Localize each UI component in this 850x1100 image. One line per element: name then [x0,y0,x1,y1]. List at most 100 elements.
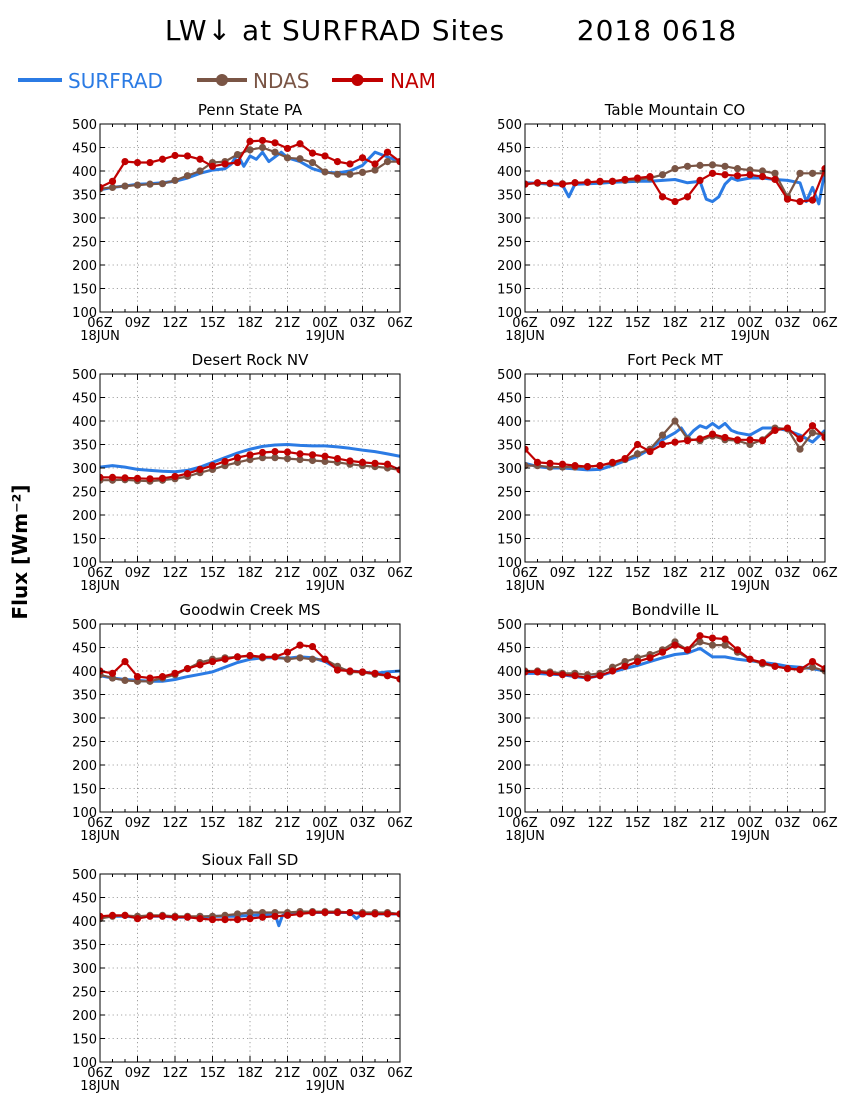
x-tick-label: 00Z [312,566,338,581]
date-label: 19JUN [305,329,345,344]
x-tick-label: 21Z [700,816,726,831]
point-ndas [633,450,642,458]
point-nam [333,455,342,463]
point-nam [396,675,400,683]
point-nam [533,179,542,187]
x-tick-label: 03Z [350,316,376,331]
x-tick-label: 15Z [200,1066,226,1081]
point-ndas [283,655,292,663]
point-nam [596,462,604,470]
x-tick-label: 06Z [812,816,838,831]
point-nam [196,155,204,163]
point-nam [771,426,779,434]
point-nam [708,169,717,177]
y-tick-label: 350 [72,939,97,954]
point-nam [108,177,117,185]
point-nam [196,661,204,669]
series-group [525,161,825,206]
y-tick-label: 300 [72,462,97,477]
point-nam [271,139,279,147]
point-nam [525,180,529,188]
point-nam [808,658,817,666]
x-tick-label: 21Z [700,566,726,581]
y-tick-label: 500 [72,118,97,133]
point-nam [146,158,154,167]
point-nam [271,653,279,661]
point-nam [221,457,229,466]
point-nam [633,440,642,449]
x-tick-label: 15Z [625,566,651,581]
point-nam [233,653,242,661]
point-nam [608,667,617,675]
point-nam [758,658,767,667]
legend-marker-ndas [216,74,228,86]
x-tick-label: 09Z [550,566,576,581]
y-tick-label: 400 [497,165,522,180]
grid [100,874,400,1062]
point-nam [321,452,329,460]
y-tick-label: 150 [72,283,97,298]
x-tick-label: 06Z [812,566,838,581]
point-nam [671,438,679,446]
point-ndas [271,454,279,462]
point-nam [158,474,167,482]
x-tick-label: 09Z [125,816,151,831]
x-tick-label: 03Z [775,316,801,331]
x-tick-label: 06Z [387,566,413,581]
figure-date: 2018 0618 [577,14,737,47]
legend-item-nam: NAM [332,69,436,93]
x-tick-label: 09Z [550,816,576,831]
panel-title: Desert Rock NV [192,351,309,369]
y-tick-label: 400 [497,415,522,430]
point-nam [100,183,104,192]
point-nam [296,910,304,918]
point-nam [646,173,654,181]
date-label: 19JUN [305,829,345,844]
point-nam [525,445,529,453]
point-ndas [233,910,242,918]
x-tick-label: 15Z [200,316,226,331]
x-tick-label: 06Z [512,316,538,331]
point-nam [283,911,292,919]
x-tick-label: 18Z [237,566,263,581]
series-group [100,136,400,193]
point-nam [733,436,742,444]
point-nam [796,435,804,443]
point-nam [771,662,779,670]
y-tick-label: 400 [72,415,97,430]
y-tick-label: 250 [497,736,522,751]
point-nam [246,451,254,459]
date-label: 18JUN [505,579,545,594]
point-nam [171,669,179,677]
y-tick-label: 450 [72,392,97,407]
point-nam [546,459,554,467]
point-nam [258,653,267,661]
point-nam [358,154,367,162]
point-nam [121,658,129,666]
y-tick-label: 100 [497,306,522,321]
y-tick-label: 300 [72,712,97,727]
x-tick-label: 21Z [275,1066,301,1081]
date-label: 18JUN [505,829,545,844]
point-ndas [183,172,192,180]
grid [525,124,825,312]
point-ndas [108,183,117,192]
point-nam [721,635,729,643]
point-ndas [308,456,317,465]
point-nam [396,158,400,166]
point-nam [546,179,554,187]
point-nam [246,915,254,923]
y-tick-label: 500 [72,368,97,383]
x-tick-label: 12Z [587,316,613,331]
point-nam [133,915,142,923]
y-tick-label: 300 [497,712,522,727]
point-nam [371,669,379,677]
date-label: 19JUN [305,579,345,594]
point-nam [283,648,292,656]
point-nam [371,160,379,168]
x-tick-label: 18Z [237,1066,263,1081]
y-tick-label: 150 [72,783,97,798]
panel-title: Fort Peck MT [627,351,723,369]
x-tick-label: 18Z [662,566,688,581]
panel-desert-rock-nv: Desert Rock NV 100 150 200 250 300 350 400 450 50… [72,351,413,594]
